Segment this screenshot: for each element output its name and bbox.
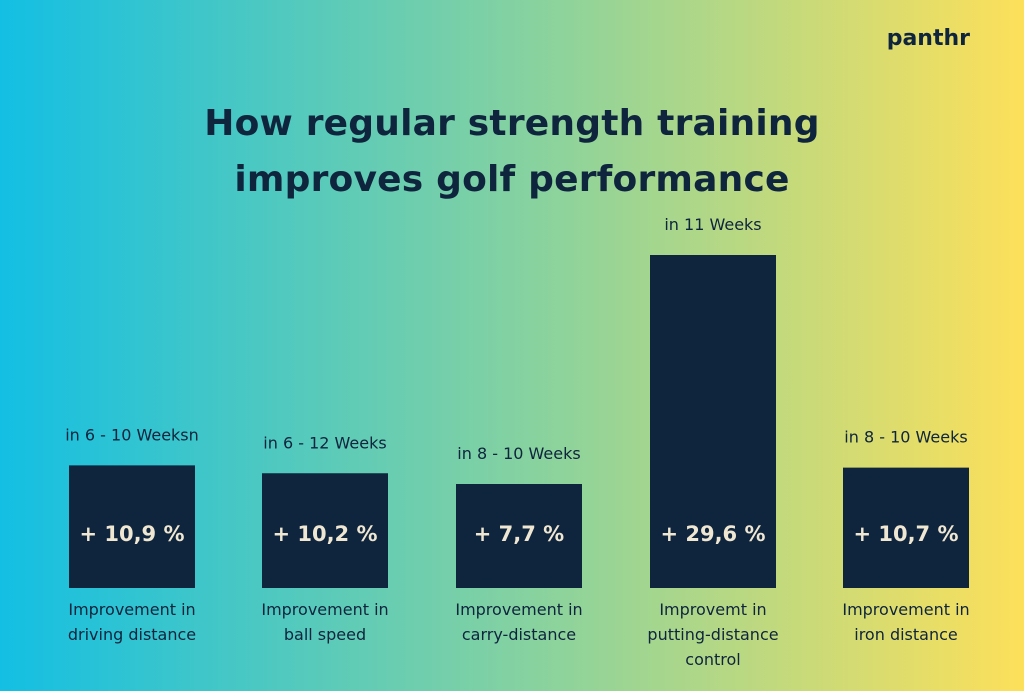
period-label: in 8 - 10 Weeks bbox=[457, 444, 580, 463]
brand-logo: panthr bbox=[886, 26, 970, 51]
category-label: Improvement in carry-distance bbox=[455, 600, 582, 644]
bar bbox=[262, 473, 388, 588]
value-label: + 10,9 % bbox=[79, 522, 184, 546]
bar bbox=[843, 467, 969, 588]
category-label: Improvemt in putting-distance control bbox=[647, 600, 778, 669]
value-label: + 7,7 % bbox=[474, 522, 564, 546]
period-label: in 11 Weeks bbox=[664, 215, 761, 234]
period-label: in 8 - 10 Weeks bbox=[844, 428, 967, 447]
bar bbox=[650, 255, 776, 588]
bar bbox=[69, 465, 195, 588]
period-label: in 6 - 12 Weeks bbox=[263, 433, 386, 452]
chart-title: How regular strength training improves g… bbox=[204, 103, 820, 200]
bar bbox=[456, 484, 582, 588]
category-label: Improvement in ball speed bbox=[261, 600, 388, 644]
value-label: + 10,7 % bbox=[853, 522, 958, 546]
value-label: + 10,2 % bbox=[272, 522, 377, 546]
value-label: + 29,6 % bbox=[660, 522, 765, 546]
category-label: Improvement in iron distance bbox=[842, 600, 969, 644]
period-label: in 6 - 10 Weeksn bbox=[65, 425, 199, 444]
category-label: Improvement in driving distance bbox=[68, 600, 196, 644]
